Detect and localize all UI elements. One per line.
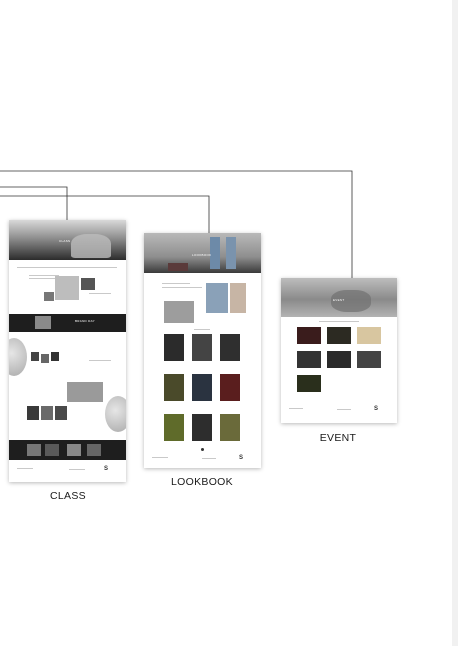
event-card[interactable] bbox=[297, 327, 321, 344]
lookbook-thumb[interactable] bbox=[220, 374, 240, 401]
gallery-image bbox=[55, 406, 67, 420]
text-line bbox=[29, 278, 69, 279]
gallery-image bbox=[27, 406, 39, 420]
event-card[interactable] bbox=[327, 351, 351, 368]
gallery-image bbox=[41, 354, 49, 363]
footer-text bbox=[17, 468, 33, 469]
lookbook-hero-image bbox=[144, 233, 261, 273]
footer-image bbox=[27, 444, 41, 456]
class-page-mockup[interactable]: CLASS BRAND DAY S bbox=[9, 220, 126, 482]
footer-text bbox=[202, 458, 216, 459]
lookbook-page-mockup[interactable]: LOOKBOOK S bbox=[144, 233, 261, 468]
text-line bbox=[162, 287, 202, 288]
lookbook-thumb[interactable] bbox=[192, 334, 212, 361]
hero-legs-shape bbox=[210, 237, 220, 269]
event-card[interactable] bbox=[327, 327, 351, 344]
lookbook-thumb[interactable] bbox=[220, 414, 240, 441]
gallery-image bbox=[31, 352, 39, 361]
banner-image bbox=[35, 316, 51, 329]
text-line bbox=[29, 275, 59, 276]
right-edge-strip bbox=[452, 0, 458, 646]
lookbook-thumb[interactable] bbox=[192, 374, 212, 401]
class-hero-text: CLASS bbox=[59, 239, 71, 243]
footer-text bbox=[289, 408, 303, 409]
lookbook-thumb[interactable] bbox=[164, 374, 184, 401]
brand-logo-icon: S bbox=[373, 406, 378, 412]
hero-legs-shape bbox=[226, 237, 236, 269]
text-line bbox=[89, 293, 111, 294]
text-line bbox=[162, 283, 190, 284]
moon-graphic bbox=[9, 338, 27, 376]
brand-logo-icon: S bbox=[103, 466, 108, 472]
footer-text bbox=[69, 469, 85, 470]
lookbook-thumb[interactable] bbox=[220, 334, 240, 361]
footer-image bbox=[67, 444, 81, 456]
lookbook-thumb[interactable] bbox=[192, 414, 212, 441]
event-card[interactable] bbox=[297, 351, 321, 368]
footer-image bbox=[45, 444, 59, 456]
event-caption: EVENT bbox=[319, 432, 357, 444]
lookbook-hero-text: LOOKBOOK bbox=[192, 253, 212, 257]
section-title bbox=[194, 329, 210, 330]
event-card[interactable] bbox=[357, 351, 381, 368]
event-page-mockup[interactable]: EVENT S bbox=[281, 278, 397, 423]
divider bbox=[17, 267, 117, 268]
hero-hands-shape bbox=[71, 234, 111, 258]
lookbook-caption: LOOKBOOK bbox=[171, 476, 233, 488]
footer-text bbox=[152, 457, 168, 458]
product-image bbox=[81, 278, 95, 290]
pagination-dot[interactable] bbox=[201, 448, 204, 451]
look-image bbox=[164, 301, 194, 323]
product-image bbox=[44, 292, 54, 301]
text-line bbox=[89, 360, 111, 361]
event-card[interactable] bbox=[297, 375, 321, 392]
look-image bbox=[206, 283, 228, 313]
event-card[interactable] bbox=[357, 327, 381, 344]
footer-image bbox=[87, 444, 101, 456]
product-image bbox=[55, 276, 79, 300]
gallery-image bbox=[41, 406, 53, 420]
gallery-image bbox=[67, 382, 103, 402]
class-caption: CLASS bbox=[50, 490, 86, 502]
event-hero-text: EVENT bbox=[333, 298, 345, 302]
brand-day-text: BRAND DAY bbox=[75, 319, 95, 323]
hero-hands-shape bbox=[331, 290, 371, 312]
look-image bbox=[230, 283, 246, 313]
footer-text bbox=[337, 409, 351, 410]
gallery-image bbox=[51, 352, 59, 361]
hero-shoes-shape bbox=[168, 263, 188, 271]
moon-graphic bbox=[105, 396, 126, 432]
brand-day-banner bbox=[9, 314, 126, 332]
brand-logo-icon: S bbox=[238, 455, 243, 461]
event-tabs[interactable] bbox=[319, 321, 359, 322]
lookbook-thumb[interactable] bbox=[164, 414, 184, 441]
lookbook-thumb[interactable] bbox=[164, 334, 184, 361]
